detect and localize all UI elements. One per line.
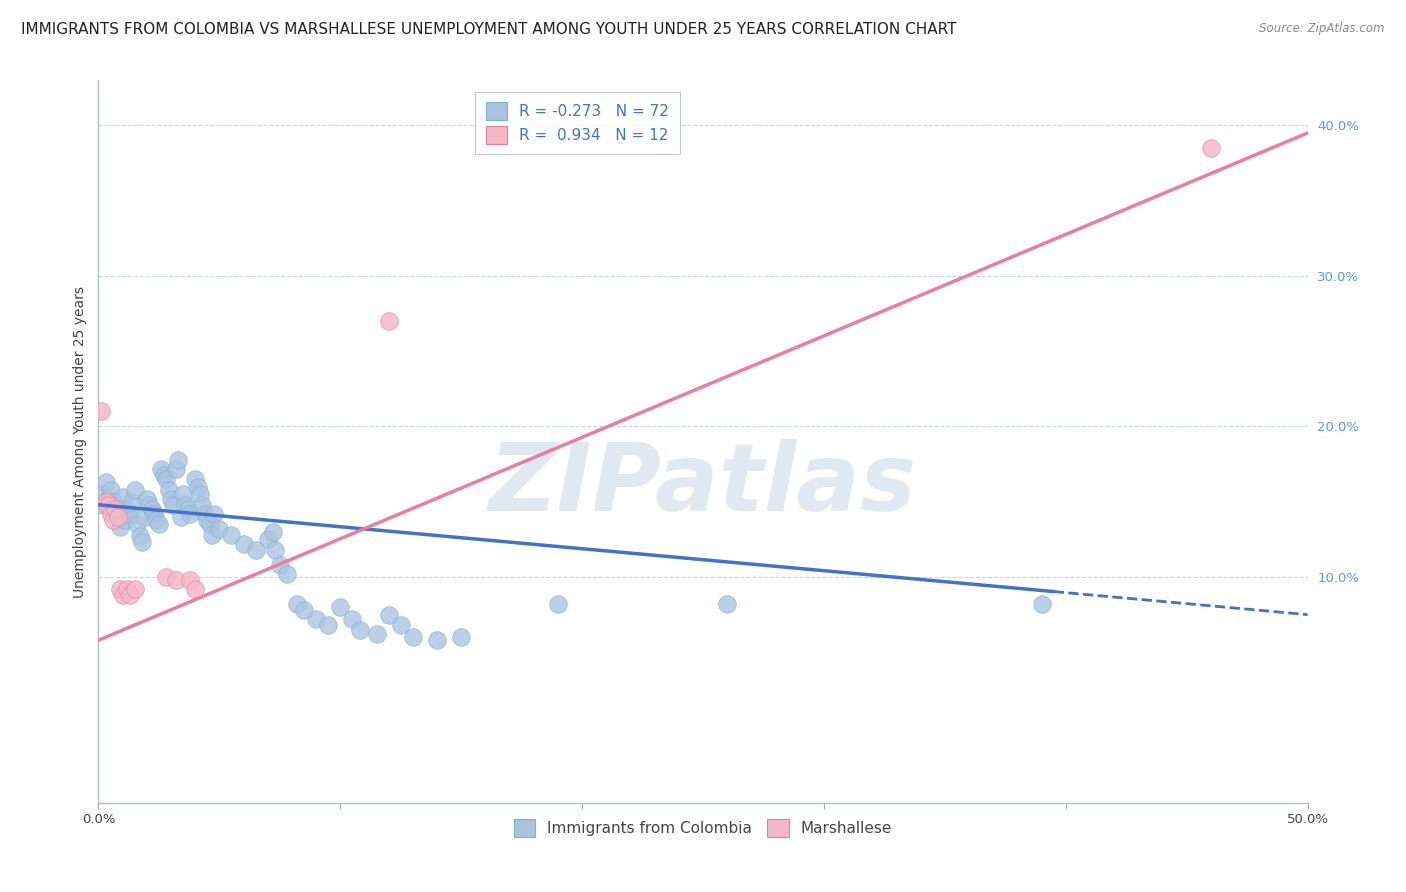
Point xyxy=(177,502,200,516)
Point xyxy=(143,507,166,521)
Point xyxy=(179,573,201,587)
Point xyxy=(262,524,284,539)
Point xyxy=(195,513,218,527)
Point xyxy=(94,475,117,490)
Point xyxy=(100,483,122,497)
Point xyxy=(208,522,231,536)
Point xyxy=(124,582,146,596)
Point xyxy=(124,483,146,497)
Point xyxy=(342,612,364,626)
Point xyxy=(150,461,173,475)
Point xyxy=(194,507,217,521)
Point xyxy=(450,630,472,644)
Y-axis label: Unemployment Among Youth under 25 years: Unemployment Among Youth under 25 years xyxy=(73,285,87,598)
Point xyxy=(135,491,157,506)
Point xyxy=(90,404,112,418)
Point xyxy=(198,517,221,532)
Point xyxy=(107,509,129,524)
Point xyxy=(201,528,224,542)
Point xyxy=(94,494,117,508)
Point xyxy=(285,597,308,611)
Text: Source: ZipAtlas.com: Source: ZipAtlas.com xyxy=(1260,22,1385,36)
Point xyxy=(117,502,139,516)
Point xyxy=(101,494,124,508)
Point xyxy=(162,498,184,512)
Text: IMMIGRANTS FROM COLOMBIA VS MARSHALLESE UNEMPLOYMENT AMONG YOUTH UNDER 25 YEARS : IMMIGRANTS FROM COLOMBIA VS MARSHALLESE … xyxy=(21,22,956,37)
Text: ZIPatlas: ZIPatlas xyxy=(489,439,917,531)
Point xyxy=(148,517,170,532)
Point xyxy=(100,507,122,521)
Point xyxy=(152,467,174,482)
Point xyxy=(184,472,207,486)
Point xyxy=(292,603,315,617)
Point xyxy=(165,573,187,587)
Point xyxy=(145,513,167,527)
Point xyxy=(118,588,141,602)
Point xyxy=(264,542,287,557)
Point xyxy=(184,582,207,596)
Point xyxy=(256,533,278,547)
Point xyxy=(108,520,131,534)
Point xyxy=(191,498,214,512)
Point xyxy=(377,607,399,622)
Point xyxy=(1031,597,1053,611)
Point xyxy=(188,487,211,501)
Point xyxy=(108,582,131,596)
Point xyxy=(329,600,352,615)
Point xyxy=(167,452,190,467)
Point xyxy=(104,502,127,516)
Point xyxy=(269,558,291,572)
Point xyxy=(155,472,177,486)
Point xyxy=(111,588,134,602)
Point xyxy=(97,498,120,512)
Point xyxy=(165,461,187,475)
Point xyxy=(276,567,298,582)
Point xyxy=(104,500,127,515)
Point xyxy=(221,528,243,542)
Point xyxy=(157,483,180,497)
Point xyxy=(121,494,143,508)
Point xyxy=(128,529,150,543)
Point xyxy=(204,507,226,521)
Point xyxy=(187,480,209,494)
Point xyxy=(174,498,197,512)
Point xyxy=(389,618,412,632)
Point xyxy=(349,623,371,637)
Point xyxy=(107,509,129,524)
Point xyxy=(245,542,267,557)
Point xyxy=(377,314,399,328)
Point xyxy=(134,509,156,524)
Point xyxy=(366,627,388,641)
Point xyxy=(402,630,425,644)
Point xyxy=(101,513,124,527)
Point xyxy=(155,570,177,584)
Point xyxy=(138,498,160,512)
Point xyxy=(111,490,134,504)
Point xyxy=(169,509,191,524)
Point xyxy=(172,487,194,501)
Legend: Immigrants from Colombia, Marshallese: Immigrants from Colombia, Marshallese xyxy=(505,810,901,846)
Point xyxy=(160,491,183,506)
Point xyxy=(426,633,449,648)
Point xyxy=(90,487,112,501)
Point xyxy=(716,597,738,611)
Point xyxy=(316,618,339,632)
Point xyxy=(141,502,163,516)
Point xyxy=(91,498,114,512)
Point xyxy=(114,513,136,527)
Point xyxy=(305,612,328,626)
Point xyxy=(547,597,569,611)
Point xyxy=(131,535,153,549)
Point xyxy=(232,537,254,551)
Point xyxy=(179,507,201,521)
Point xyxy=(1199,141,1222,155)
Point xyxy=(97,491,120,506)
Point xyxy=(118,507,141,521)
Point xyxy=(127,517,149,532)
Point xyxy=(117,582,139,596)
